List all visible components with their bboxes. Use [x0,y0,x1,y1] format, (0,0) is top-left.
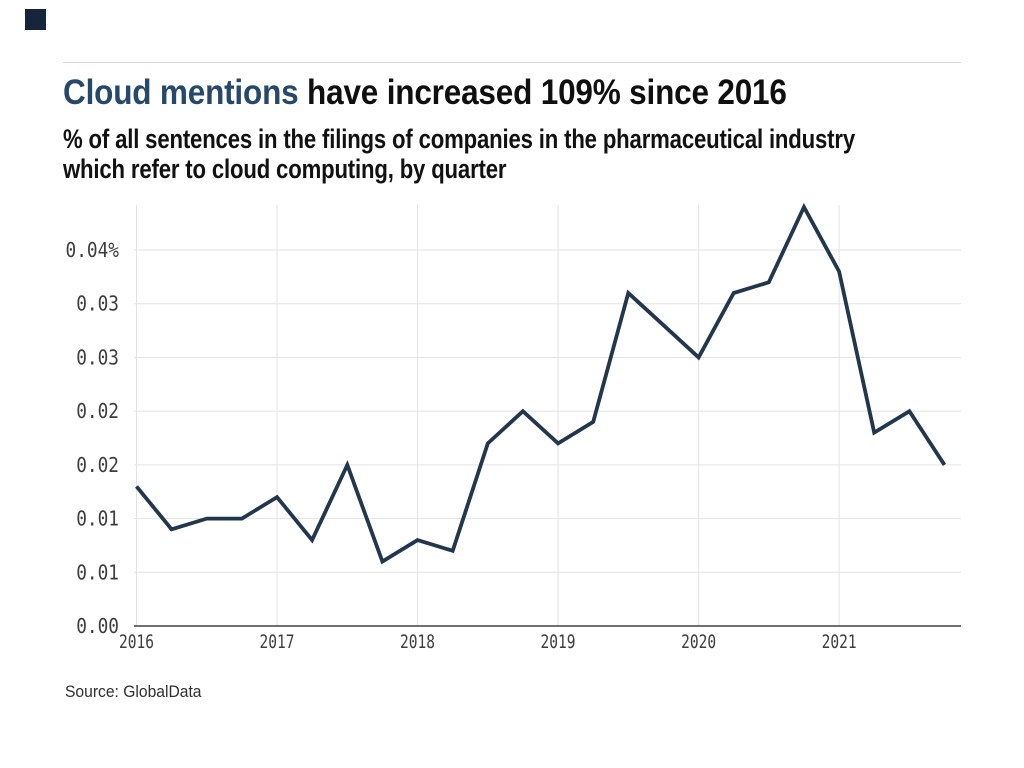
y-tick-label: 0.01 [76,560,119,584]
x-tick-label: 2016 [119,631,154,653]
page-title-highlight: Cloud mentions [63,73,299,112]
y-tick-label: 0.02 [76,453,119,477]
y-tick-label: 0.03 [76,292,119,316]
page-title: Cloud mentions have increased 109% since… [63,75,787,110]
page-title-rest: have increased 109% since 2016 [298,73,787,112]
y-tick-label: 0.00 [76,614,119,638]
y-tick-label: 0.03 [76,345,119,369]
x-tick-label: 2018 [400,631,435,653]
x-tick-label: 2020 [681,631,716,653]
axis-labels: 0.00 0.01 0.01 0.02 0.02 0.03 0.03 0.04% 2016 201… [66,238,857,653]
y-tick-label: 0.04% [66,238,120,262]
brand-logo-square [25,9,46,30]
x-tick-label: 2019 [541,631,576,653]
y-tick-label: 0.02 [76,399,119,423]
source-note: Source: GlobalData [65,682,202,701]
y-tick-label: 0.01 [76,507,119,531]
data-polyline [135,202,947,565]
chart-subtitle: % of all sentences in the filings of com… [63,124,855,184]
chart-subtitle-line-1: % of all sentences in the filings of com… [63,124,855,154]
data-series [135,202,947,565]
x-tick-label: 2021 [822,631,857,653]
header-divider [63,62,961,63]
x-tick-label: 2017 [260,631,295,653]
chart-subtitle-line-2: which refer to cloud computing, by quart… [63,154,507,184]
